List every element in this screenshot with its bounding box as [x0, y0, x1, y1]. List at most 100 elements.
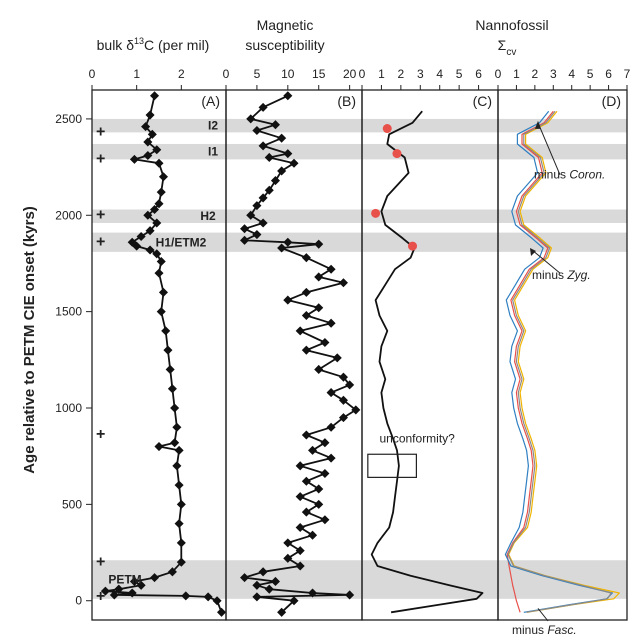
data-point: [283, 237, 293, 247]
interval-label-h1-etm2: H1/ETM2: [156, 235, 207, 249]
x-tick-label: 5: [587, 67, 594, 81]
y-tick-label: 1000: [55, 401, 82, 415]
x-tick-label: 5: [254, 67, 261, 81]
x-tick-label: 0: [495, 67, 502, 81]
data-point: [301, 253, 311, 263]
data-point: [320, 337, 330, 347]
annotation-arrow: [537, 608, 549, 622]
panel-label: (D): [602, 93, 621, 109]
data-point: [326, 318, 336, 328]
annotation-minus-zyg: minus Zyg.: [532, 268, 591, 282]
data-point: [174, 519, 184, 529]
shaded-band: [92, 143, 627, 160]
data-point: [176, 499, 186, 509]
data-point: [326, 453, 336, 463]
data-point: [217, 607, 227, 617]
data-point: [314, 272, 324, 282]
panel-frame: [361, 89, 499, 621]
series-line: [243, 94, 357, 613]
data-point: [371, 208, 381, 218]
data-point: [270, 576, 280, 586]
data-point: [314, 499, 324, 509]
panel-b-title-line1: Magnetic: [257, 17, 314, 33]
y-tick-label: 0: [75, 594, 82, 608]
series-line: [370, 110, 484, 614]
data-point: [314, 484, 324, 494]
x-tick-label: 2: [398, 67, 405, 81]
panel-frame: [91, 89, 227, 621]
data-point: [301, 507, 311, 517]
plus-marker: +: [96, 150, 105, 167]
data-point: [301, 476, 311, 486]
x-tick-label: 6: [475, 67, 482, 81]
data-point: [320, 438, 330, 448]
data-point: [145, 226, 155, 236]
x-tick-label: 0: [89, 67, 96, 81]
data-point: [165, 364, 175, 374]
data-point: [289, 158, 299, 168]
data-point: [161, 326, 171, 336]
x-tick-label: 3: [550, 67, 557, 81]
data-point: [156, 307, 166, 317]
shaded-band: [92, 209, 627, 223]
data-point: [143, 210, 153, 220]
data-point: [170, 438, 180, 448]
data-point: [167, 384, 177, 394]
data-point: [258, 102, 268, 112]
panels: 0 1 2(A)0 5 10 15 20(B)0 1 2 3 4 5 6(C)0 1 2 3 4 5 6 7(D): [89, 67, 631, 622]
shaded-band: [92, 560, 627, 599]
data-point: [154, 442, 164, 452]
x-tick-label: 4: [568, 67, 575, 81]
plus-marker: +: [96, 123, 105, 140]
data-point: [308, 530, 318, 540]
x-tick-label: 1: [378, 67, 385, 81]
data-point: [295, 461, 305, 471]
data-point: [264, 584, 274, 594]
x-tick-label: 7: [624, 67, 631, 81]
data-point: [163, 345, 173, 355]
data-point: [158, 172, 168, 182]
data-point: [283, 295, 293, 305]
data-point: [283, 538, 293, 548]
shaded-intervals: [92, 118, 627, 599]
data-point: [152, 145, 162, 155]
data-point: [240, 235, 250, 245]
x-tick-label: 0: [359, 67, 366, 81]
interval-label-i1: I1: [208, 145, 218, 159]
x-tick-label: 15: [312, 67, 326, 81]
annotation-arrowhead: [535, 120, 541, 129]
y-axis-label: Age relative to PETM CIE onset (kyrs): [21, 206, 38, 474]
series-line: [104, 95, 223, 613]
data-point: [392, 149, 402, 159]
plus-marker: +: [96, 233, 105, 250]
panel-b-title-line2: susceptibility: [245, 37, 324, 53]
data-point: [277, 243, 287, 253]
panel-c-title-line1: Nannofossil: [475, 17, 548, 33]
x-tick-label: 2: [178, 67, 185, 81]
data-point: [277, 166, 287, 176]
plus-marker: +: [96, 206, 105, 223]
data-point: [176, 538, 186, 548]
x-tick-label: 6: [605, 67, 612, 81]
data-point: [289, 596, 299, 606]
data-point: [170, 403, 180, 413]
plus-marker: +: [96, 553, 105, 570]
plus-marker: +: [96, 588, 105, 605]
data-point: [150, 573, 160, 583]
series-line: [506, 110, 554, 613]
data-point: [109, 590, 119, 600]
data-point: [145, 110, 155, 120]
data-point: [283, 149, 293, 159]
data-point: [283, 91, 293, 101]
data-point: [301, 310, 311, 321]
interval-label-i2: I2: [208, 119, 218, 133]
panel-label: (C): [473, 93, 492, 109]
data-point: [295, 326, 305, 336]
data-point: [295, 492, 305, 502]
data-point: [156, 187, 166, 197]
data-point: [301, 345, 311, 355]
panel-d: 0 1 2 3 4 5 6 7(D): [495, 67, 631, 621]
data-point: [174, 480, 184, 490]
data-point: [277, 133, 287, 143]
